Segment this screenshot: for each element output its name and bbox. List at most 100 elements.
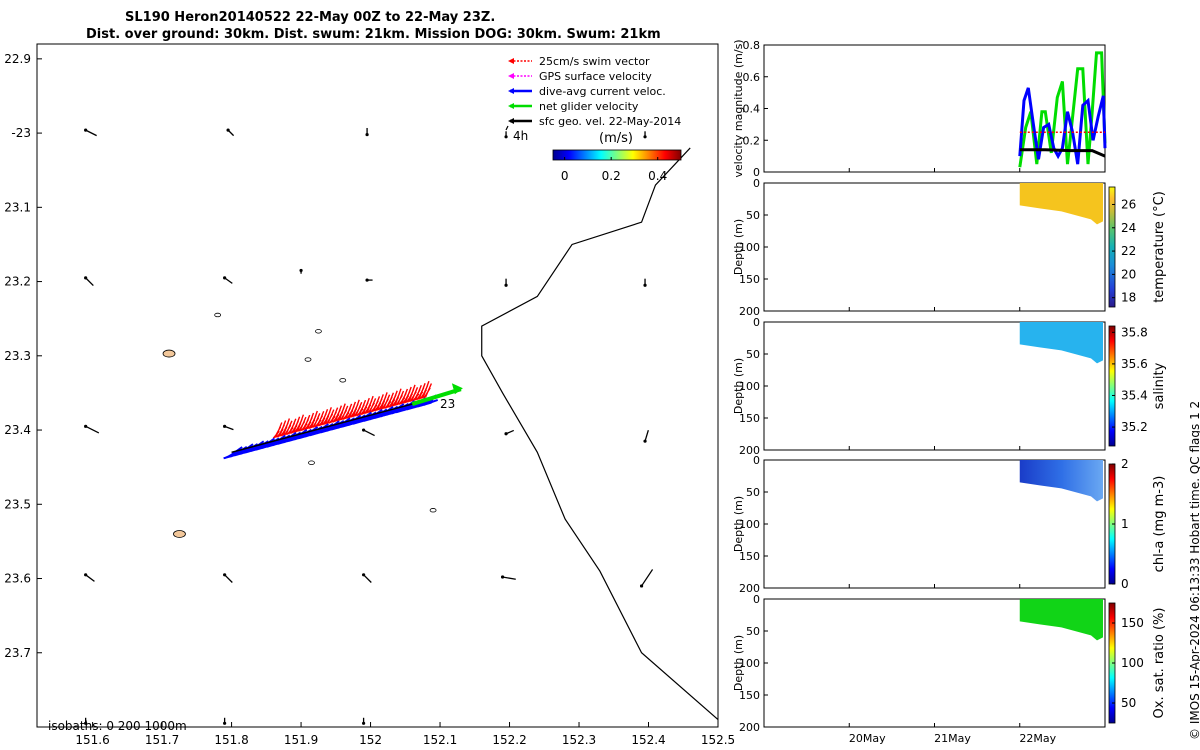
section-colorbar-label: temperature (°C) bbox=[1152, 191, 1167, 303]
legend-arrowhead bbox=[508, 88, 514, 94]
section-ytick-label: 50 bbox=[746, 486, 760, 499]
section-ylabel: Depth (m) bbox=[732, 635, 745, 691]
reef-outline bbox=[429, 508, 437, 513]
map-xtick-label: 151.7 bbox=[145, 733, 179, 747]
section-xtick-label: 22May bbox=[1019, 732, 1056, 745]
section-colorbar-label: Ox. sat. ratio (%) bbox=[1152, 608, 1167, 719]
geo-vector-dot bbox=[84, 128, 88, 132]
map-xtick-label: 152 bbox=[359, 733, 382, 747]
map-ytick-label: 23.7 bbox=[4, 646, 31, 660]
legend-arrowhead bbox=[508, 73, 514, 79]
section-ytick-label: 0 bbox=[753, 316, 760, 329]
geo-vector-dot bbox=[643, 135, 647, 139]
reef-outline bbox=[214, 312, 222, 318]
figure-title-line1: SL190 Heron20140522 22-May 00Z to 22-May… bbox=[125, 10, 496, 25]
section-data-patch bbox=[1019, 599, 1103, 641]
section-colorbar-tick-label: 1 bbox=[1121, 517, 1129, 531]
map-panel: 151.6 151.7 151.8 151.9 152 152.1 152.2 152.3 15… bbox=[4, 43, 735, 747]
geo-velocity-vector bbox=[224, 574, 233, 583]
velocity-axes-box bbox=[763, 44, 1106, 173]
velocity-series-line bbox=[1018, 87, 1107, 165]
geo-vector-dot bbox=[299, 268, 303, 273]
reef-outline bbox=[304, 357, 312, 362]
section-data-patch bbox=[1019, 183, 1103, 225]
legend-label: dive-avg current veloc. bbox=[539, 85, 666, 98]
section-ytick-label: 200 bbox=[739, 721, 760, 734]
geo-vector-dot bbox=[365, 278, 369, 282]
section-colorbar-label: salinity bbox=[1152, 362, 1167, 409]
map-xtick-label: 151.6 bbox=[75, 733, 109, 747]
net-velocity-arrow bbox=[411, 387, 462, 406]
geo-velocity-vector bbox=[641, 569, 654, 587]
section-ytick-label: 150 bbox=[739, 412, 760, 425]
scale-arrow bbox=[505, 125, 509, 131]
map-ytick-label: -23 bbox=[11, 126, 31, 140]
section-ytick-label: 100 bbox=[739, 380, 760, 393]
geo-vector-dot bbox=[504, 432, 508, 436]
section-ytick-label: 50 bbox=[746, 348, 760, 361]
geo-velocity-vector bbox=[363, 574, 372, 583]
credit-text: © IMOS 15-Apr-2024 06:13:33 Hobart time.… bbox=[1188, 401, 1200, 740]
map-ytick-label: 23.3 bbox=[4, 349, 31, 363]
section-colorbar-tick-label: 22 bbox=[1121, 244, 1136, 258]
velocity-ytick-label: 0.6 bbox=[743, 71, 761, 84]
geo-vector-dot bbox=[223, 424, 227, 428]
section-colorbar-tick-label: 35.8 bbox=[1121, 325, 1148, 339]
section-data-patch bbox=[1019, 460, 1103, 502]
section-data-patch bbox=[1019, 322, 1103, 364]
geo-vector-dot bbox=[223, 276, 227, 280]
reef-outline bbox=[339, 378, 347, 383]
map-xtick-label: 151.9 bbox=[284, 733, 318, 747]
section-colorbar bbox=[1108, 186, 1116, 308]
legend-arrowhead bbox=[508, 103, 514, 109]
section-colorbar-tick-label: 2 bbox=[1121, 457, 1129, 471]
section-ytick-label: 150 bbox=[739, 689, 760, 702]
velocity-series-line bbox=[1019, 148, 1106, 158]
geo-vector-dot bbox=[84, 276, 88, 280]
legend-label: 25cm/s swim vector bbox=[539, 55, 650, 68]
section-ylabel: Depth (m) bbox=[732, 358, 745, 414]
legend-label: sfc geo. vel. 22-May-2014 bbox=[539, 115, 681, 128]
section-ytick-label: 50 bbox=[746, 625, 760, 638]
reef-outline bbox=[315, 329, 322, 334]
section-ytick-label: 0 bbox=[753, 593, 760, 606]
reef-outline bbox=[308, 460, 315, 465]
section-colorbar-tick-label: 50 bbox=[1121, 696, 1136, 710]
legend-label: net glider velocity bbox=[539, 100, 639, 113]
geo-velocity-vector bbox=[85, 425, 100, 434]
velocity-ytick-label: 0.2 bbox=[743, 134, 761, 147]
geo-vector-dot bbox=[84, 424, 88, 428]
section-colorbar-tick-label: 35.4 bbox=[1121, 388, 1148, 402]
section-colorbar-tick-label: 35.2 bbox=[1121, 420, 1148, 434]
section-colorbar-tick-label: 18 bbox=[1121, 291, 1136, 305]
geo-vector-dot bbox=[226, 128, 230, 132]
section-ytick-label: 0 bbox=[753, 454, 760, 467]
map-ytick-label: 23.6 bbox=[4, 572, 31, 586]
section-ylabel: Depth (m) bbox=[732, 219, 745, 275]
map-ytick-label: 23.5 bbox=[4, 497, 31, 511]
geo-velocity-vector bbox=[85, 129, 97, 137]
geo-velocity-vector bbox=[502, 576, 516, 580]
section-colorbar-tick-label: 26 bbox=[1121, 197, 1136, 211]
velocity-ylabel: velocity magnitude (m/s) bbox=[732, 39, 745, 177]
section-xtick-label: 21May bbox=[934, 732, 971, 745]
legend-arrowhead bbox=[508, 58, 514, 64]
section-colorbar-tick-label: 35.6 bbox=[1121, 357, 1148, 371]
velocity-ytick-label: 0.8 bbox=[743, 39, 761, 52]
colorbar-tick-label: 0.4 bbox=[648, 169, 667, 183]
geo-velocity-vector bbox=[85, 574, 95, 582]
section-ytick-label: 200 bbox=[739, 444, 760, 457]
map-ytick-label: 23.2 bbox=[4, 275, 31, 289]
geo-velocity-vector bbox=[644, 429, 649, 442]
section-ytick-label: 100 bbox=[739, 518, 760, 531]
colorbar-tick-label: 0 bbox=[561, 169, 569, 183]
reef-outline bbox=[173, 530, 186, 538]
geo-velocity-vector bbox=[85, 277, 94, 287]
section-colorbar-tick-label: 0 bbox=[1121, 577, 1129, 591]
swim-vectors bbox=[272, 380, 433, 439]
velocity-ytick-label: 0 bbox=[753, 166, 760, 179]
geo-vector-dot bbox=[84, 573, 88, 577]
map-xtick-label: 152.2 bbox=[492, 733, 526, 747]
legend-arrowhead bbox=[508, 118, 514, 124]
